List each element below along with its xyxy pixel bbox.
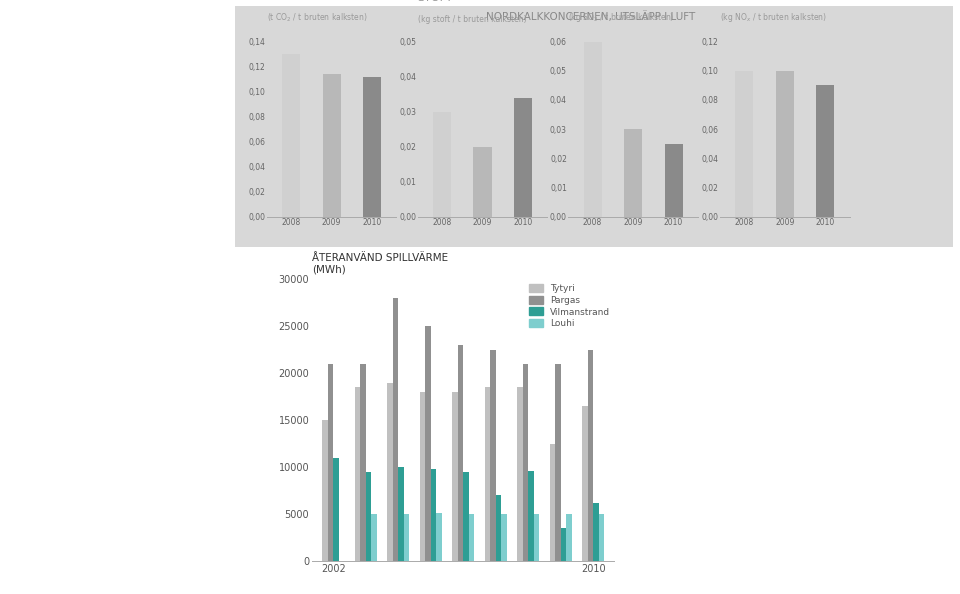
Bar [366,472,372,561]
Text: (kg NO$_x$ / t bruten kalksten): (kg NO$_x$ / t bruten kalksten) [720,11,827,24]
Bar [360,364,366,561]
Bar [463,472,468,561]
Text: NO$_x$: NO$_x$ [720,0,744,3]
Text: (kg SO$_2$ / t bruten kalksten): (kg SO$_2$ / t bruten kalksten) [568,11,675,24]
Bar [452,392,458,561]
Bar [561,529,566,561]
Bar [624,129,642,217]
Bar [333,458,339,561]
Bar [514,97,532,217]
Bar [534,514,540,561]
Bar [282,54,300,217]
Bar [354,387,360,561]
Legend: Tytyri, Pargas, Vilmanstrand, Louhi: Tytyri, Pargas, Vilmanstrand, Louhi [529,284,610,328]
Text: (t CO$_2$ / t bruten kalksten): (t CO$_2$ / t bruten kalksten) [267,11,368,24]
Bar [491,350,495,561]
Text: NORDKALKKONCERNEN, UTSLÄPP I LUFT: NORDKALKKONCERNEN, UTSLÄPP I LUFT [486,11,695,21]
Bar [664,144,683,217]
Bar [522,364,528,561]
Text: ÅTERANVÄND SPILLVÄRME
(MWh): ÅTERANVÄND SPILLVÄRME (MWh) [312,252,448,274]
Bar [372,514,376,561]
Bar [322,421,327,561]
Bar [398,467,404,561]
Bar [550,444,555,561]
Bar [387,383,393,561]
Bar [323,74,341,217]
Bar [425,326,431,561]
Bar [473,147,492,217]
Bar [436,513,442,561]
Bar [566,514,572,561]
Bar [528,471,534,561]
Bar [393,298,398,561]
Bar [468,514,474,561]
Bar [555,364,561,561]
Bar [363,77,381,217]
Bar [816,86,834,217]
Text: CO$_2$: CO$_2$ [267,0,290,3]
Bar [431,469,436,561]
Bar [495,495,501,561]
Text: STOFT: STOFT [418,0,453,3]
Bar [404,514,409,561]
Bar [458,345,463,561]
Bar [588,350,593,561]
Bar [485,387,491,561]
Bar [584,42,602,217]
Bar [501,514,507,561]
Bar [593,503,599,561]
Bar [420,392,425,561]
Bar [582,406,588,561]
Bar [735,71,754,217]
Bar [776,71,794,217]
Text: SO$_2$: SO$_2$ [568,0,590,3]
Bar [433,112,451,217]
Bar [599,514,605,561]
Bar [327,364,333,561]
Text: (kg stoft / t bruten kalksten): (kg stoft / t bruten kalksten) [418,15,526,24]
FancyBboxPatch shape [206,0,960,256]
Bar [517,387,522,561]
